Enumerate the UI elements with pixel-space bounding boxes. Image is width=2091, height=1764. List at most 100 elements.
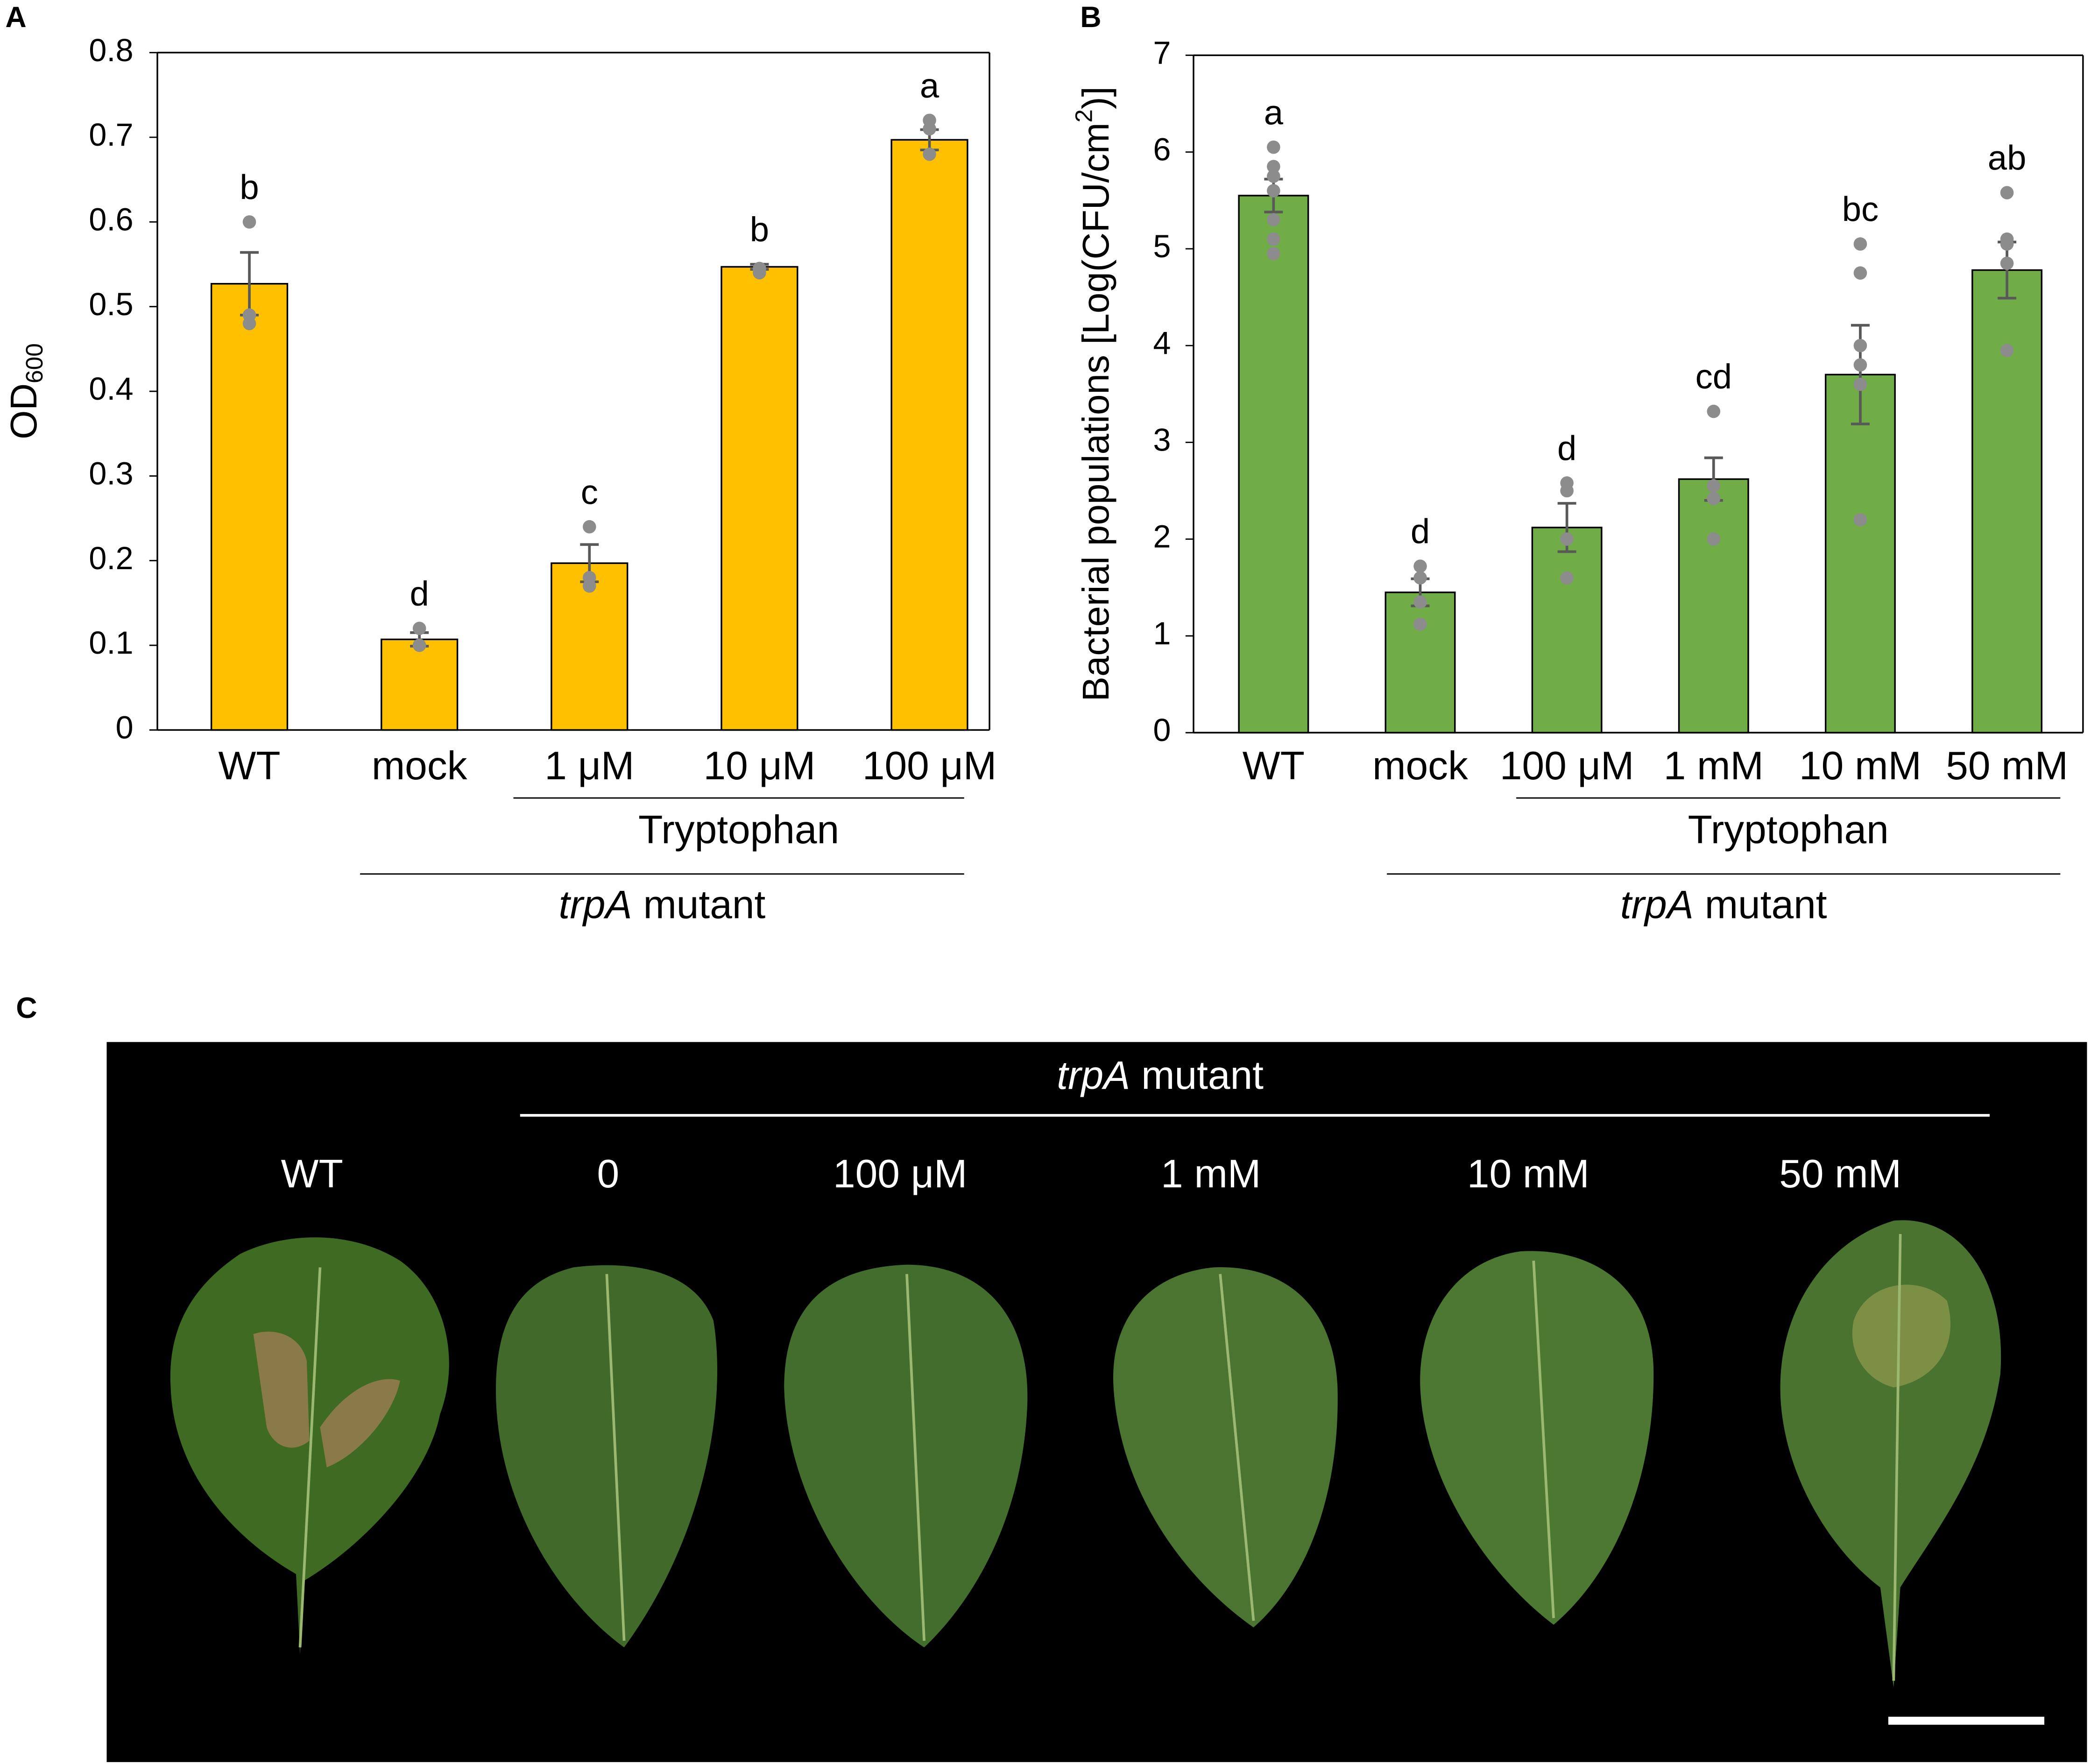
y-tick-label: 7 — [1153, 35, 1171, 71]
data-point — [1853, 266, 1867, 280]
y-tick-label: 0.7 — [89, 117, 133, 153]
data-point — [1267, 160, 1280, 173]
genotype-rest: mutant — [632, 882, 766, 927]
genotype-label: trpA mutant — [1620, 882, 1827, 927]
x-tick-label: mock — [372, 743, 467, 788]
genotype-rest: mutant — [1694, 882, 1827, 927]
data-point — [1853, 237, 1867, 251]
x-tick-label: 100 μM — [1500, 743, 1634, 788]
data-point — [1267, 169, 1280, 183]
significance-letter: b — [750, 210, 769, 249]
y-label-sub: 600 — [21, 343, 48, 383]
leaf-veins — [298, 1234, 1902, 1681]
y-label-main: OD — [3, 383, 44, 439]
genotype-italic: trpA — [1620, 882, 1694, 927]
y-tick-label: 0.1 — [89, 625, 133, 661]
data-point — [583, 520, 596, 534]
x-tick-label: WT — [1243, 743, 1305, 788]
bar — [1678, 478, 1749, 734]
y-tick-label: 0 — [115, 710, 133, 746]
data-point — [1413, 617, 1427, 631]
data-point — [1853, 339, 1867, 353]
significance-letter: a — [920, 66, 940, 105]
data-point — [1413, 571, 1427, 585]
bar — [721, 266, 798, 731]
x-tick-label: 1 μM — [544, 743, 634, 788]
y-tick-label: 0.4 — [89, 371, 133, 407]
significance-letter: a — [1264, 93, 1284, 132]
x-tick-label: 50 mM — [1946, 743, 2068, 788]
data-point — [923, 122, 936, 136]
data-point — [1853, 377, 1867, 391]
x-tick-label: 10 μM — [704, 743, 816, 788]
bar — [1971, 269, 2043, 734]
photo-label: 0 — [597, 1151, 619, 1196]
photo-label: WT — [281, 1151, 343, 1196]
bar — [210, 283, 289, 731]
x-tick-label: 1 mM — [1664, 743, 1764, 788]
data-point — [1707, 532, 1721, 546]
data-point — [1707, 479, 1721, 493]
group-label: Tryptophan — [1688, 807, 1889, 852]
y-tick-label: 3 — [1153, 422, 1171, 458]
bar — [1824, 374, 1896, 734]
y-tick-label: 5 — [1153, 228, 1171, 264]
x-tick-label: mock — [1372, 743, 1468, 788]
y-tick-label: 2 — [1153, 519, 1171, 555]
data-point — [1560, 571, 1574, 585]
data-point — [1413, 595, 1427, 609]
data-point — [2000, 237, 2014, 251]
data-point — [923, 147, 936, 161]
significance-letter: d — [1557, 429, 1576, 467]
bar — [1385, 591, 1456, 734]
bar — [1238, 195, 1309, 734]
group-label: Tryptophan — [638, 807, 839, 852]
data-point — [583, 579, 596, 593]
bar — [1531, 527, 1603, 734]
data-point — [1267, 184, 1280, 198]
data-point — [242, 317, 256, 331]
x-tick-label: 10 mM — [1799, 743, 1921, 788]
y-axis-label: Bacterial populations [Log(CFU/cm2)] — [1070, 86, 1116, 701]
significance-letter: ab — [1988, 139, 2027, 177]
data-point — [412, 638, 426, 652]
data-point — [1707, 404, 1721, 418]
significance-letter: d — [1411, 512, 1430, 551]
data-point — [1267, 247, 1280, 261]
data-point — [1853, 358, 1867, 372]
x-tick-label: 100 μM — [862, 743, 996, 788]
data-point — [1267, 232, 1280, 246]
data-point — [2000, 186, 2014, 199]
genotype-italic: trpA — [1057, 1052, 1130, 1097]
y-label-sup: 2 — [1070, 109, 1097, 123]
data-point — [2000, 344, 2014, 357]
significance-letter: c — [581, 473, 598, 511]
data-point — [1267, 213, 1280, 226]
data-point — [1853, 513, 1867, 527]
data-point — [1560, 532, 1574, 546]
data-point — [242, 215, 256, 229]
panel-label: B — [1080, 1, 1101, 34]
photo-label: 100 μM — [833, 1151, 967, 1196]
data-point — [412, 621, 426, 635]
y-axis-label: OD600 — [3, 343, 47, 439]
y-tick-label: 1 — [1153, 615, 1171, 651]
genotype-label: trpA mutant — [1057, 1052, 1264, 1097]
y-tick-label: 0 — [1153, 712, 1171, 748]
bar — [381, 638, 459, 731]
significance-letter: bc — [1842, 190, 1879, 229]
y-tick-label: 6 — [1153, 132, 1171, 168]
y-label-main: Bacterial populations [Log(CFU/cm — [1075, 123, 1116, 702]
y-label-end: )] — [1075, 86, 1116, 109]
data-point — [2000, 256, 2014, 270]
data-point — [1413, 559, 1427, 573]
significance-letter: d — [410, 574, 429, 613]
y-tick-label: 0.5 — [89, 286, 133, 322]
significance-letter: b — [240, 168, 259, 206]
data-point — [1707, 492, 1721, 505]
genotype-rest: mutant — [1130, 1052, 1264, 1097]
y-tick-label: 0.2 — [89, 540, 133, 576]
photo-label: 10 mM — [1467, 1151, 1589, 1196]
panel-label: C — [16, 992, 37, 1024]
